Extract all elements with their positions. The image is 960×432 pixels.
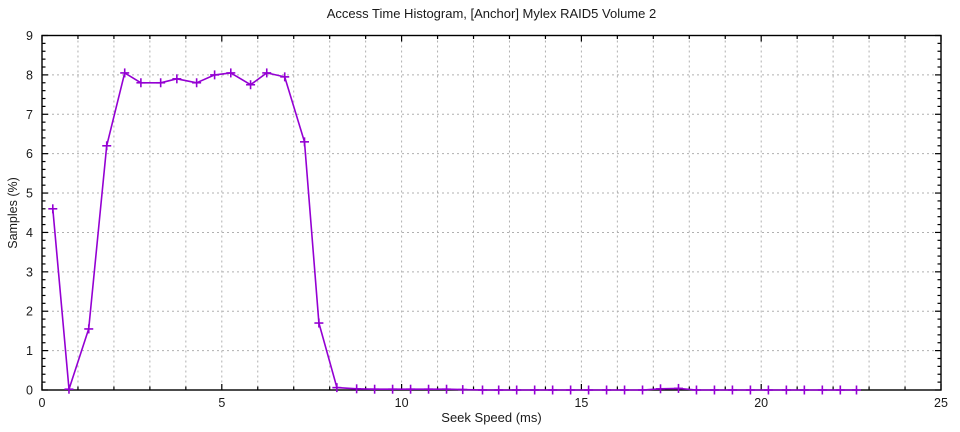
x-tick-label: 10 xyxy=(395,396,409,410)
x-tick-label: 20 xyxy=(754,396,768,410)
x-tick-label: 25 xyxy=(934,396,948,410)
y-tick-label: 7 xyxy=(26,108,33,122)
y-tick-label: 2 xyxy=(26,305,33,319)
y-tick-label: 9 xyxy=(26,29,33,43)
y-tick-label: 3 xyxy=(26,265,33,279)
data-line xyxy=(52,72,857,391)
plot-border xyxy=(41,34,942,391)
x-tick-label: 0 xyxy=(39,396,46,410)
y-tick-label: 1 xyxy=(26,344,33,358)
y-axis-label: Samples (%) xyxy=(6,177,20,249)
y-tick-label: 0 xyxy=(26,384,33,398)
x-axis-label: Seek Speed (ms) xyxy=(441,410,542,425)
x-tick-label: 5 xyxy=(218,396,225,410)
x-tick-label: 15 xyxy=(574,396,588,410)
y-tick-label: 6 xyxy=(26,147,33,161)
y-tick-label: 5 xyxy=(26,187,33,201)
y-tick-label: 4 xyxy=(26,226,33,240)
y-tick-label: 8 xyxy=(26,68,33,82)
chart-title: Access Time Histogram, [Anchor] Mylex RA… xyxy=(326,6,657,21)
